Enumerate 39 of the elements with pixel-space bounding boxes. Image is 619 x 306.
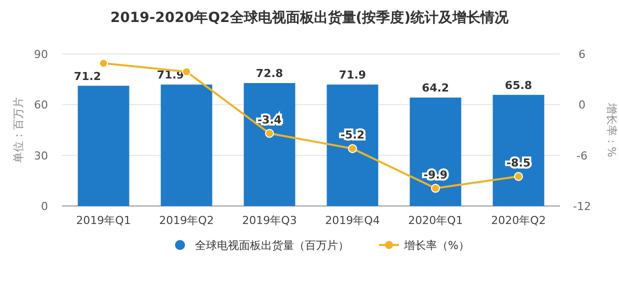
data-label: 65.8 bbox=[504, 78, 532, 92]
x-tick-label: 2019年Q3 bbox=[242, 214, 297, 227]
y2-tick-label: 6 bbox=[578, 48, 586, 61]
y-tick-label: 90 bbox=[34, 48, 48, 61]
x-tick-label: 2020年Q1 bbox=[408, 214, 463, 227]
y-tick-label: 60 bbox=[34, 98, 48, 112]
data-label: 71.2 bbox=[74, 70, 102, 83]
data-label: 64.2 bbox=[422, 82, 450, 95]
y-tick-label: 0 bbox=[41, 200, 48, 213]
legend-label: 全球电视面板出货量（百万片） bbox=[195, 239, 349, 252]
bar bbox=[410, 98, 462, 206]
y2-axis-title: 增长率：% bbox=[605, 102, 618, 158]
data-label: 71.9 bbox=[338, 68, 366, 82]
point bbox=[431, 184, 440, 193]
point bbox=[348, 144, 357, 154]
y-axis-title: 单位：百万片 bbox=[12, 97, 25, 163]
y-tick-label: 30 bbox=[34, 149, 48, 162]
y2-tick-label: 0 bbox=[578, 98, 586, 112]
bar bbox=[326, 84, 378, 206]
x-tick-label: 2019年Q2 bbox=[159, 214, 214, 227]
y2-tick-label: -12 bbox=[573, 200, 591, 213]
bar bbox=[160, 84, 212, 206]
data-label: -3.4 bbox=[257, 113, 282, 126]
point bbox=[265, 128, 274, 138]
bar bbox=[244, 83, 296, 206]
data-label: -5.2 bbox=[340, 128, 365, 142]
bar bbox=[492, 94, 544, 206]
y2-tick-label: -6 bbox=[576, 149, 588, 162]
x-tick-label: 2019年Q1 bbox=[76, 214, 131, 227]
bar bbox=[78, 86, 130, 206]
chart-title: 2019-2020年Q2全球电视面板出货量(按季度)统计及增长情况 bbox=[110, 9, 510, 26]
x-tick-label: 2020年Q2 bbox=[491, 214, 546, 227]
point bbox=[99, 58, 108, 68]
legend-label: 增长率（%） bbox=[403, 239, 470, 252]
x-tick-label: 2019年Q4 bbox=[325, 214, 380, 227]
point bbox=[514, 172, 523, 181]
data-label: 72.8 bbox=[256, 67, 284, 80]
data-label: -8.5 bbox=[506, 156, 531, 170]
data-label: -9.9 bbox=[423, 168, 448, 182]
